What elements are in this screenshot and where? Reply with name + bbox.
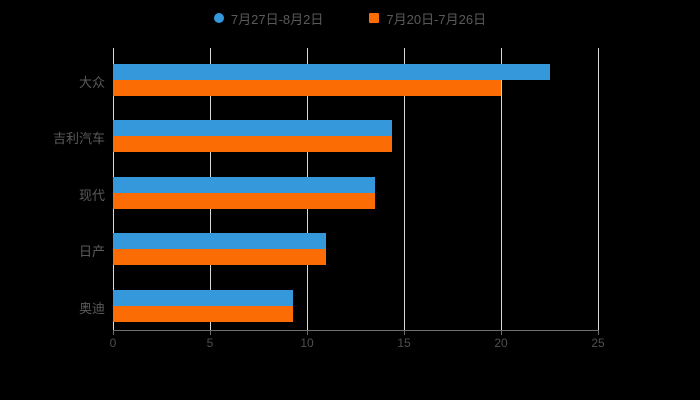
y-axis-label: 日产 <box>78 244 105 260</box>
bar[interactable] <box>113 192 375 209</box>
gridline-x-20 <box>501 48 502 330</box>
plot-area <box>113 48 599 330</box>
x-axis-tick-label: 25 <box>591 336 605 350</box>
bar[interactable] <box>113 305 294 322</box>
x-axis-line <box>113 330 599 331</box>
x-axis-tick <box>501 330 502 335</box>
x-axis-tick-label: 5 <box>206 336 214 350</box>
x-axis-tick <box>113 330 114 335</box>
bar[interactable] <box>113 176 375 193</box>
legend-circle-marker-icon <box>213 13 224 23</box>
x-axis-tick-label: 10 <box>300 336 314 350</box>
chart-legend: 7月27日-8月2日 7月20日-7月26日 <box>0 8 700 28</box>
bar[interactable] <box>113 249 327 266</box>
y-axis-label: 大众 <box>78 75 105 90</box>
x-axis-tick-label: 15 <box>397 336 411 350</box>
gridline-x-15 <box>404 48 405 330</box>
legend-item-series-2[interactable]: 7月20日-7月26日 <box>369 9 486 28</box>
bar[interactable] <box>113 233 327 250</box>
x-axis-tick <box>307 330 308 335</box>
bar[interactable] <box>113 80 501 96</box>
x-axis-tick <box>404 330 405 335</box>
y-axis-label: 奥迪 <box>78 300 105 316</box>
x-axis-tick-label: 0 <box>109 336 117 350</box>
x-axis-tick <box>598 330 599 335</box>
y-axis-label: 吉利汽车 <box>52 131 105 147</box>
legend-item-series-1[interactable]: 7月27日-8月2日 <box>213 9 324 28</box>
y-axis-label: 现代 <box>78 187 105 203</box>
legend-label-series-2: 7月20日-7月26日 <box>386 11 487 27</box>
gridline-x-25 <box>598 48 599 330</box>
legend-square-marker-icon <box>369 13 380 23</box>
y-axis-labels: 大众吉利汽车现代日产奥迪 <box>0 48 105 330</box>
bar[interactable] <box>113 136 393 153</box>
bar[interactable] <box>113 120 393 137</box>
bar[interactable] <box>113 289 294 306</box>
x-axis-tick <box>210 330 211 335</box>
bar[interactable] <box>113 64 550 80</box>
x-axis-tick-label: 20 <box>494 336 508 350</box>
legend-label-series-1: 7月27日-8月2日 <box>230 11 324 27</box>
